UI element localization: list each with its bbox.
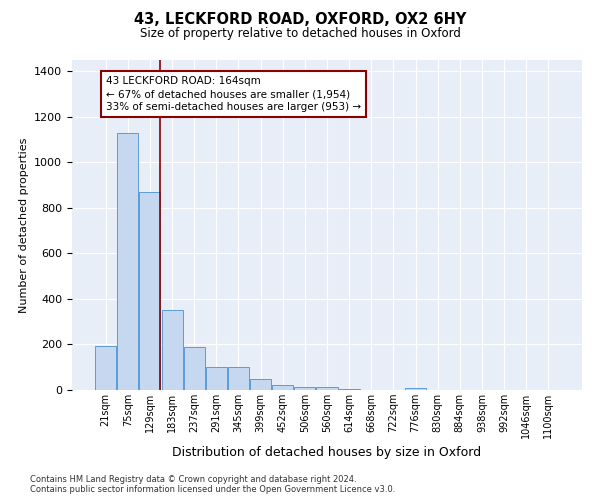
Bar — [295, 386, 316, 390]
Bar — [184, 347, 205, 390]
Text: Contains HM Land Registry data © Crown copyright and database right 2024.: Contains HM Land Registry data © Crown c… — [30, 475, 356, 484]
Text: 43 LECKFORD ROAD: 164sqm
← 67% of detached houses are smaller (1,954)
33% of sem: 43 LECKFORD ROAD: 164sqm ← 67% of detach… — [106, 76, 361, 112]
Bar — [161, 310, 182, 390]
Text: Size of property relative to detached houses in Oxford: Size of property relative to detached ho… — [140, 28, 460, 40]
Bar — [316, 386, 338, 390]
X-axis label: Distribution of detached houses by size in Oxford: Distribution of detached houses by size … — [172, 446, 482, 460]
Bar — [228, 367, 249, 390]
Bar — [338, 389, 359, 390]
Bar — [250, 378, 271, 390]
Bar — [139, 192, 160, 390]
Bar — [405, 388, 426, 390]
Bar — [118, 133, 139, 390]
Bar — [272, 386, 293, 390]
Text: Contains public sector information licensed under the Open Government Licence v3: Contains public sector information licen… — [30, 485, 395, 494]
Bar — [206, 367, 227, 390]
Y-axis label: Number of detached properties: Number of detached properties — [19, 138, 29, 312]
Text: 43, LECKFORD ROAD, OXFORD, OX2 6HY: 43, LECKFORD ROAD, OXFORD, OX2 6HY — [134, 12, 466, 28]
Bar — [95, 346, 116, 390]
